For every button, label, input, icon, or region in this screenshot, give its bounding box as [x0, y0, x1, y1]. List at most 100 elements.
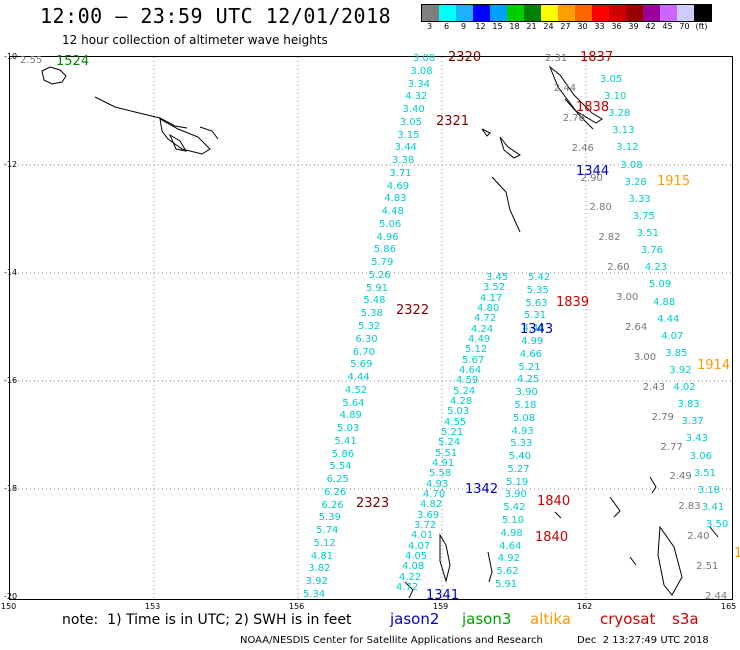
wave-height-value: 3.50: [706, 519, 729, 530]
wave-height-value: 3.18: [697, 484, 721, 496]
wave-height-value: 2.64: [625, 322, 648, 333]
wave-height-value: 5.63: [525, 297, 548, 309]
wave-height-value: 4.24: [471, 323, 494, 335]
wave-height-value: 2.76: [562, 112, 586, 124]
credit-text: NOAA/NESDIS Center for Satellite Applica…: [240, 635, 543, 646]
wave-height-value: 3.41: [701, 501, 725, 513]
wave-height-value: 5.21: [518, 361, 541, 373]
wave-height-value: 5.39: [318, 512, 341, 524]
color-swatch: [524, 5, 541, 21]
wave-height-value: 2.82: [598, 232, 621, 244]
track-id-label: 1914: [697, 358, 731, 373]
legend-item-cryosat: cryosat: [600, 610, 656, 628]
wave-height-value: 5.62: [496, 566, 519, 578]
lat-label: -14: [4, 268, 18, 277]
track-id-label: 1341: [426, 588, 460, 603]
wave-height-value: 4.64: [499, 540, 522, 552]
color-scale-label: 45: [662, 22, 673, 31]
color-scale-label: 24: [543, 22, 554, 31]
wave-height-value: 3.12: [616, 142, 639, 154]
wave-height-value: 3.13: [612, 125, 635, 137]
wave-height-value: 3.28: [624, 176, 647, 188]
wave-height-value: 5.51: [435, 447, 458, 459]
wave-height-value: 4.93: [426, 478, 449, 490]
wave-height-value: 4.83: [384, 193, 407, 205]
lat-label: -10: [4, 52, 18, 61]
wave-height-value: 3.75: [632, 210, 655, 222]
color-swatch: [694, 5, 711, 21]
wave-height-value: 4.44: [347, 372, 370, 384]
wave-height-value: 4.44: [657, 313, 680, 325]
wave-height-value: 2.77: [660, 441, 683, 453]
wave-height-value: 5.38: [360, 308, 383, 320]
color-scale-label: 9: [460, 22, 467, 31]
color-scale-label: 15: [492, 22, 503, 31]
wave-height-value: 3.90: [515, 387, 538, 399]
wave-height-value: 3.43: [685, 433, 708, 445]
track-id-label: 1837: [580, 50, 614, 65]
wave-height-value: 5.24: [453, 385, 476, 397]
color-scale-label: 33: [594, 22, 605, 31]
track-id-label: 1840: [537, 494, 571, 509]
wave-height-value: 5.86: [331, 448, 355, 460]
wave-height-value: 2.31: [545, 53, 568, 64]
wave-height-value: 4.82: [420, 499, 443, 511]
wave-height-value: 4.88: [653, 296, 676, 308]
wave-height-value: 3.28: [608, 108, 631, 120]
color-swatch: [609, 5, 626, 21]
wave-height-value: 4.66: [519, 348, 543, 360]
wave-height-value: 3.00: [633, 351, 657, 363]
color-scale-bar: [421, 4, 712, 22]
lon-label: 156: [289, 602, 305, 611]
color-swatch: [626, 5, 643, 21]
wave-height-value: 6.25: [326, 474, 349, 486]
lat-label: -20: [4, 592, 18, 601]
wave-height-value: 3.08: [413, 53, 436, 64]
wave-height-value: 5.34: [303, 589, 326, 600]
color-swatch: [439, 5, 456, 21]
wave-height-value: 3.38: [392, 155, 415, 167]
color-swatch: [490, 5, 507, 21]
wave-height-value: 2.60: [607, 262, 630, 274]
wave-height-value: 4.70: [423, 489, 446, 500]
wave-height-value: 5.27: [507, 463, 530, 475]
wave-height-value: 5.79: [371, 257, 394, 269]
wave-height-value: 6.30: [355, 333, 378, 345]
wave-height-value: 2.80: [589, 202, 612, 214]
wave-height-value: 3.08: [410, 65, 433, 77]
wave-height-value: 4.55: [444, 416, 467, 428]
legend-item-altika: altika: [530, 610, 572, 628]
wave-height-value: 4.99: [521, 335, 544, 347]
lon-label: 153: [145, 602, 161, 611]
wave-height-value: 4.07: [408, 540, 431, 552]
wave-height-value: 5.08: [512, 412, 536, 424]
wave-height-value: 4.93: [511, 425, 534, 437]
color-scale-label: 12: [475, 22, 486, 31]
color-swatch: [456, 5, 473, 21]
track-id-label: 1915: [657, 174, 691, 189]
wave-height-value: 4.89: [339, 410, 362, 422]
wave-height-value: 5.86: [373, 244, 396, 256]
wave-height-value: 4.07: [661, 330, 684, 342]
wave-height-value: 5.18: [514, 399, 537, 411]
wave-height-value: 3.33: [628, 193, 651, 205]
wave-height-value: 2.79: [651, 411, 674, 423]
wave-height-value: 3.15: [397, 129, 420, 141]
wave-height-value: 3.37: [681, 416, 704, 428]
wave-height-value: 2.43: [642, 381, 666, 393]
color-scale-label: 3: [426, 22, 433, 31]
wave-height-value: 3.05: [399, 116, 423, 128]
map-panel[interactable]: [9, 56, 733, 600]
legend-item-s3a: s3a: [672, 610, 699, 628]
wave-height-value: 4.02: [673, 382, 696, 394]
wave-height-value: 2.55: [20, 55, 43, 66]
color-swatch: [507, 5, 524, 21]
wave-height-value: 6.70: [352, 346, 376, 358]
wave-height-value: 4.81: [310, 550, 334, 562]
wave-height-value: 3.92: [669, 364, 692, 376]
wave-height-value: 4.32: [405, 91, 428, 103]
lon-label: 159: [433, 602, 449, 611]
wave-height-value: 3.08: [620, 159, 643, 171]
track-id-label: 1840: [535, 530, 569, 545]
lat-label: -16: [4, 376, 18, 385]
